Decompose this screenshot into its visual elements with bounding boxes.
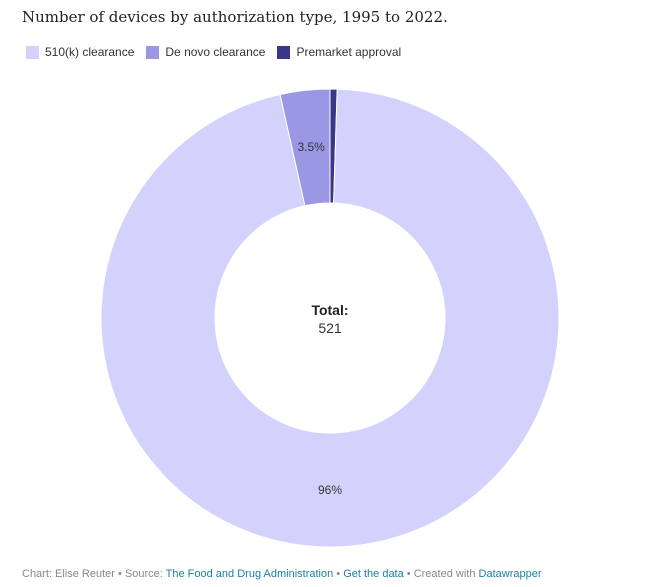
get-data-link[interactable]: Get the data [343,568,404,580]
legend-label-pma: Premarket approval [296,45,402,59]
center-total-title: Total: [311,302,348,318]
slice-510-k-clearance [100,88,560,548]
legend-label-510k: 510(k) clearance [45,45,135,59]
legend-swatch-pma [277,45,291,59]
slice-labels: 96% 3.5% [297,140,342,497]
slice-de-novo-clearance [279,88,331,207]
footer-sep-data: • [333,568,344,580]
footer-sep-source: • Source: [114,568,166,580]
legend-swatch-denovo [146,45,160,59]
source-link[interactable]: The Food and Drug Administration [165,568,334,580]
slice-label-2: 3.5% [297,140,325,154]
legend-swatch-510k [26,45,39,59]
chart-title: Number of devices by authorization type,… [22,8,448,26]
center-total-value: 521 [318,320,342,336]
footer-credit: Chart: Elise Reuter [22,568,115,580]
legend-item-denovo: De novo clearance [146,45,265,59]
slice-label-1: 96% [318,483,342,497]
legend-item-510k: 510(k) clearance [26,45,134,59]
legend: 510(k) clearance De novo clearance Prema… [26,45,413,59]
footer: Chart: Elise Reuter • Source: The Food a… [22,568,542,580]
datawrapper-link[interactable]: Datawrapper [478,568,542,580]
legend-label-denovo: De novo clearance [165,45,266,59]
legend-item-pma: Premarket approval [277,45,401,59]
donut-slices [100,88,560,548]
footer-sep-tool: • Created with [403,568,479,580]
